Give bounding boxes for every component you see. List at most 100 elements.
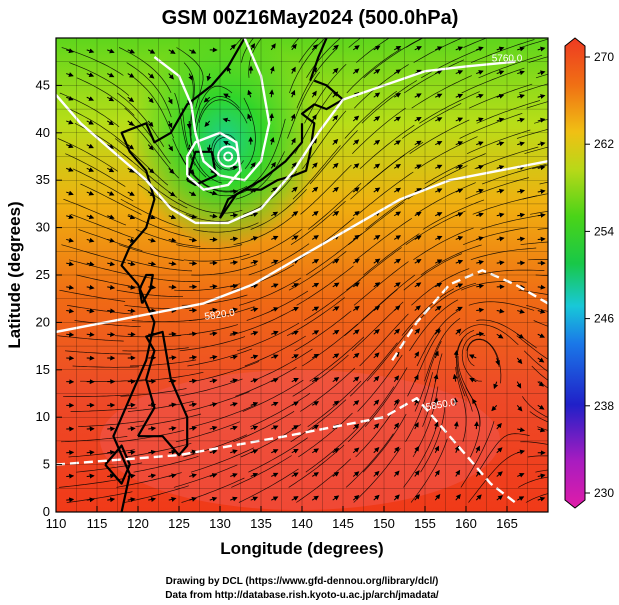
y-tick-label: 20 — [36, 314, 50, 329]
streamline — [345, 433, 394, 488]
wind-arrow — [455, 469, 461, 477]
wind-arrow — [311, 472, 319, 477]
wind-arrow — [476, 46, 484, 52]
wind-arrow — [107, 214, 115, 220]
streamlines — [57, 38, 548, 503]
wind-arrow — [352, 258, 360, 264]
streamline — [535, 274, 548, 277]
wind-arrow — [332, 329, 340, 335]
streamline — [72, 365, 140, 368]
wind-arrow — [311, 186, 319, 193]
wind-arrow — [167, 120, 173, 129]
streamline — [409, 119, 470, 154]
wind-arrow — [394, 45, 402, 51]
wind-arrow — [373, 139, 381, 146]
streamline — [361, 274, 416, 321]
wind-arrow — [517, 236, 526, 242]
height-contour — [56, 397, 516, 504]
wind-arrow — [222, 117, 231, 123]
wind-arrow — [86, 284, 95, 290]
wind-arrow — [127, 214, 136, 220]
wind-arrow — [311, 353, 320, 359]
wind-arrow — [189, 449, 198, 455]
streamline — [461, 334, 486, 382]
height-contour — [186, 131, 242, 191]
streamline — [459, 112, 523, 139]
grid-lines — [56, 38, 548, 512]
wind-arrow — [127, 308, 136, 314]
streamline — [233, 214, 295, 246]
streamline — [65, 153, 126, 187]
wind-arrow — [189, 191, 197, 196]
wind-arrow — [414, 235, 422, 241]
chart-title: GSM 00Z16May2024 (500.0hPa) — [162, 7, 459, 29]
wind-arrow — [475, 445, 480, 453]
wind-arrow — [414, 351, 420, 359]
wind-arrow — [66, 308, 75, 314]
wind-arrow — [148, 49, 156, 54]
wind-arrow — [269, 112, 275, 122]
wind-arrow — [414, 188, 422, 193]
wind-arrow — [496, 422, 502, 430]
wind-arrow — [433, 397, 439, 406]
wind-arrow — [393, 92, 402, 98]
wind-arrow — [189, 425, 198, 431]
wind-arrow — [206, 73, 212, 82]
streamline — [476, 100, 541, 124]
streamline — [194, 361, 260, 382]
wind-arrow — [271, 401, 279, 407]
streamline — [63, 394, 130, 397]
wind-arrow — [455, 93, 464, 99]
wind-arrow — [209, 425, 218, 431]
wind-arrow — [168, 237, 177, 243]
wind-arrow — [107, 308, 116, 314]
wind-arrow — [373, 282, 381, 288]
wind-arrow — [517, 188, 526, 194]
wind-arrow — [352, 68, 360, 74]
y-tick-label: 45 — [36, 77, 50, 92]
streamline — [352, 107, 406, 154]
colorbar-tick-label: 238 — [594, 399, 614, 413]
wind-arrow — [433, 373, 439, 382]
wind-arrow — [332, 258, 340, 264]
wind-arrow — [476, 70, 484, 75]
wind-arrow — [332, 186, 339, 193]
wind-arrow — [230, 283, 239, 289]
colorbar-ticks: 230 238 246 254 262 270 — [585, 50, 614, 500]
wind-arrow — [86, 450, 95, 456]
wind-arrow — [414, 46, 422, 51]
streamline — [57, 335, 124, 342]
wind-arrow — [332, 44, 339, 51]
streamline — [522, 193, 548, 200]
wind-arrow — [250, 354, 259, 360]
streamline — [76, 77, 135, 116]
streamline — [478, 269, 545, 276]
wind-arrow — [209, 378, 218, 384]
wind-arrow — [291, 354, 299, 359]
wind-arrow — [435, 117, 443, 122]
wind-arrow — [189, 331, 198, 337]
wind-arrow — [332, 67, 339, 74]
streamline — [185, 391, 250, 412]
streamline — [172, 324, 238, 337]
wind-arrow — [517, 46, 525, 52]
wind-arrow — [435, 259, 443, 265]
wind-arrow — [312, 282, 320, 288]
streamline — [72, 168, 134, 202]
wind-arrow — [168, 426, 177, 431]
streamline — [346, 48, 402, 94]
streamline — [135, 413, 202, 428]
contour-label: 5760.0 — [492, 54, 523, 65]
streamline — [518, 83, 548, 94]
wind-arrow — [496, 447, 503, 454]
wind-arrow — [373, 399, 380, 406]
wind-arrow — [517, 94, 525, 99]
streamline — [468, 301, 535, 311]
wind-arrow — [86, 332, 95, 337]
wind-arrow — [107, 449, 116, 455]
wind-arrow — [311, 90, 317, 98]
wind-arrow — [434, 305, 442, 311]
wind-arrow — [230, 473, 238, 478]
streamline — [348, 38, 361, 48]
